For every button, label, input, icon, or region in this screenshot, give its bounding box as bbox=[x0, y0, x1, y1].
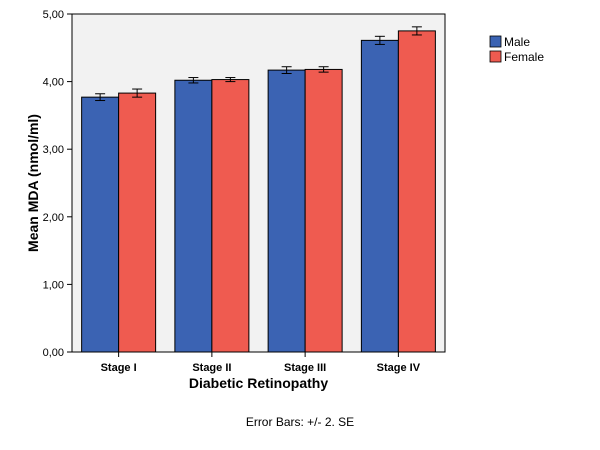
y-axis: 0,00 1,00 2,00 3,00 4,00 5,00 bbox=[43, 9, 72, 359]
x-tick-label: Stage I bbox=[101, 362, 137, 374]
y-tick-label: 5,00 bbox=[43, 9, 64, 21]
x-tick-label: Stage IV bbox=[377, 362, 421, 374]
y-axis-title: Mean MDA (nmol/ml) bbox=[25, 114, 41, 252]
bar bbox=[211, 79, 250, 353]
bar bbox=[267, 69, 306, 353]
bar bbox=[174, 79, 213, 353]
y-tick-label: 4,00 bbox=[43, 77, 64, 89]
legend-label-female: Female bbox=[504, 50, 544, 64]
x-tick-label: Stage II bbox=[192, 362, 231, 374]
error-bars-note: Error Bars: +/- 2. SE bbox=[246, 415, 354, 429]
x-axis: Stage I Stage II Stage III Stage IV bbox=[101, 352, 421, 374]
y-tick-label: 0,00 bbox=[43, 347, 64, 359]
x-tick-label: Stage III bbox=[284, 362, 326, 374]
legend-label-male: Male bbox=[504, 35, 530, 49]
legend-swatch-female bbox=[489, 50, 502, 63]
y-tick-label: 3,00 bbox=[43, 144, 64, 156]
y-tick-label: 2,00 bbox=[43, 212, 64, 224]
bar bbox=[118, 92, 157, 353]
x-axis-title: Diabetic Retinopathy bbox=[189, 375, 328, 391]
legend: Male Female bbox=[489, 35, 544, 64]
bar bbox=[397, 30, 436, 353]
bar bbox=[81, 96, 120, 353]
bar bbox=[304, 68, 343, 353]
legend-swatch-male bbox=[489, 35, 502, 48]
bar bbox=[360, 39, 399, 353]
y-tick-label: 1,00 bbox=[43, 279, 64, 291]
bars bbox=[81, 26, 436, 353]
